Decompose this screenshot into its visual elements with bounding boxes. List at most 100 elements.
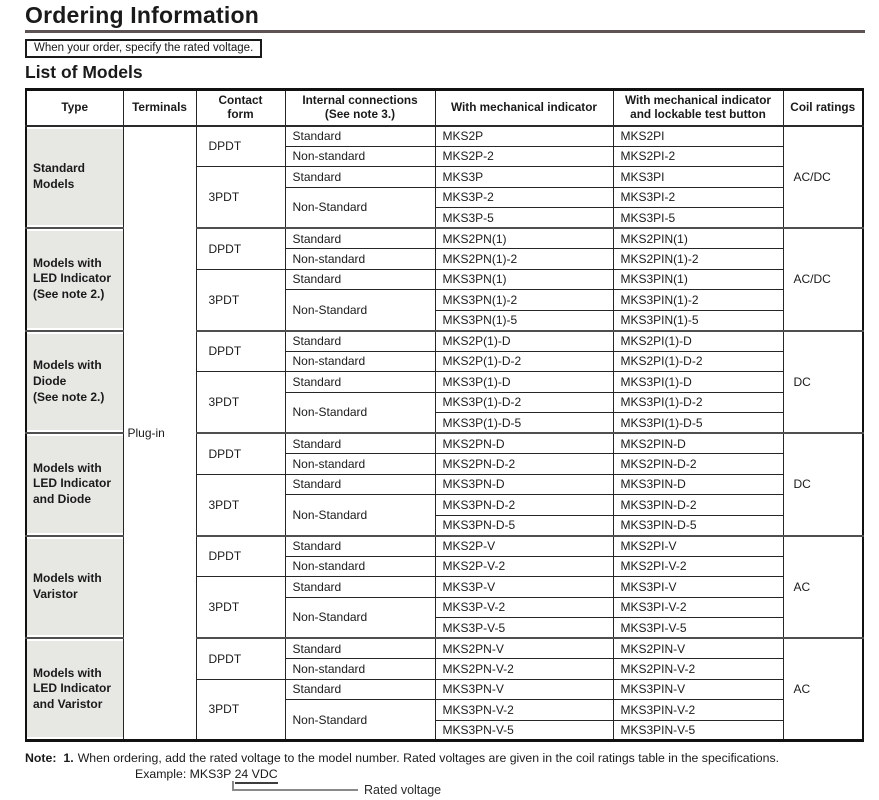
internal-connections-cell: Standard [284,534,436,557]
model-lockable-test-button-cell: MKS2PIN-D-2 [612,453,784,475]
type-cell: Models with LED Indicator and Diode [25,432,124,536]
example-line: Example: MKS3P 24 VDC [135,767,278,784]
model-mechanical-indicator-cell: MKS2P [434,125,614,147]
contact-form-cell: DPDT [195,329,286,372]
contact-form-cell: DPDT [195,227,286,270]
models-table-body: Standard Models Plug-in DPDT Standard MKS2P M… [25,125,864,741]
model-mechanical-indicator-cell: MKS3P(1)-D [434,371,614,393]
table-row: Non-Standard MKS3PN-D-2 MKS3PIN-D-2 [26,494,863,536]
section-title: List of Models [25,62,143,82]
table-row: 3PDT Standard MKS3P(1)-D MKS3PI(1)-D [26,371,863,434]
model-lockable-test-button-cell: MKS3PI-5 [612,207,784,229]
example-voltage: 24 VDC [234,767,278,784]
model-mechanical-indicator-cell: MKS3PN(1)-2 [434,289,614,311]
internal-connections-cell: Standard [284,576,436,598]
contact-form-cell: 3PDT [195,371,286,434]
models-table-header: Type Terminals Contact form Internal con… [25,89,864,127]
header-mechanical-indicator: With mechanical indicator [434,89,614,127]
model-mechanical-indicator-cell: MKS2PN-D [434,432,614,454]
internal-connections-cell: Standard [284,268,436,290]
internal-connections-cell: Non-standard [284,350,436,372]
internal-connections-cell: Standard [284,125,436,147]
model-lockable-test-button-cell: MKS3PI-V-5 [612,617,784,639]
model-mechanical-indicator-cell: MKS2P(1)-D [434,329,614,352]
table-row: Models with LED Indicator and Diode DPDT S… [25,432,864,536]
model-mechanical-indicator-cell: MKS3PN-D [434,473,614,495]
note-label: Note: [25,751,57,765]
internal-connections-cell: Non-standard [284,248,436,270]
model-lockable-test-button-cell: MKS2PI(1)-D-2 [612,350,784,372]
table-row: Non-Standard MKS3P-V-2 MKS3PI-V-2 [26,596,863,639]
type-cell: Models with LED Indicator (See note 2.) [25,227,124,331]
model-lockable-test-button-cell: MKS3PIN-V-2 [612,699,784,721]
table-row: MKS3PN-V-5 MKS3PIN-V-5 [26,719,863,741]
header-internal-connections: Internal connections (See note 3.) [284,89,436,127]
model-lockable-test-button-cell: MKS3PIN-D-5 [612,514,784,536]
header-terminals: Terminals [122,89,197,127]
note-number: 1. [63,751,74,765]
model-mechanical-indicator-cell: MKS3PN-V [434,678,614,700]
model-lockable-test-button-cell: MKS3PIN(1) [612,268,784,290]
type-cell: Standard Models [25,125,124,229]
type-cell: Models with Diode (See note 2.) [25,329,124,434]
model-lockable-test-button-cell: MKS2PI-V [612,534,784,557]
internal-connections-cell: Standard [284,227,436,249]
model-mechanical-indicator-cell: MKS3P-V-2 [434,596,614,618]
internal-connections-cell: Non-Standard [284,289,436,331]
model-mechanical-indicator-cell: MKS3PN-V-2 [434,699,614,721]
table-row: MKS3P-V-5 MKS3PI-V-5 [26,617,863,639]
table-row: Non-Standard MKS3P(1)-D-2 MKS3PI(1)-D-2 [26,391,863,434]
table-row: 3PDT Standard MKS3P-V MKS3PI-V [26,576,863,639]
contact-form-cell: 3PDT [195,166,286,229]
table-row: Non-Standard MKS3P-2 MKS3PI-2 [26,186,863,229]
model-lockable-test-button-cell: MKS3PIN-V-5 [612,719,784,741]
contact-form-cell: DPDT [195,637,286,680]
models-table: Type Terminals Contact form Internal con… [25,88,864,742]
model-lockable-test-button-cell: MKS3PIN(1)-2 [612,289,784,311]
example-prefix: Example: MKS3P [135,767,235,781]
model-mechanical-indicator-cell: MKS2PN-V-2 [434,658,614,680]
table-row: Models with LED Indicator (See note 2.) D… [25,227,864,331]
model-mechanical-indicator-cell: MKS2P-V [434,534,614,557]
model-lockable-test-button-cell: MKS3PIN(1)-5 [612,309,784,331]
internal-connections-cell: Non-standard [284,658,436,680]
callout-connector-horizontal [232,789,358,791]
title-rule [25,30,865,33]
table-row: 3PDT Standard MKS3PN-V MKS3PIN-V [26,678,863,741]
internal-connections-cell: Non-Standard [284,596,436,639]
model-mechanical-indicator-cell: MKS3PN-V-5 [434,719,614,741]
header-contact-form: Contact form [195,89,286,127]
coil-ratings-cell: DC [782,329,864,434]
model-lockable-test-button-cell: MKS2PIN-V-2 [612,658,784,680]
internal-connections-cell: Non-Standard [284,186,436,229]
table-row: Non-standard MKS2P(1)-D-2 MKS2PI(1)-D-2 [26,350,863,372]
internal-connections-cell: Non-Standard [284,494,436,536]
table-row: Standard Models Plug-in DPDT Standard MKS2P M… [25,125,864,741]
page-title: Ordering Information [25,2,259,28]
model-mechanical-indicator-cell: MKS3PN(1) [434,268,614,290]
internal-connections-cell: Standard [284,166,436,188]
table-row: MKS3PN-D-5 MKS3PIN-D-5 [26,514,863,536]
internal-connections-cell: Standard [284,678,436,700]
contact-form-cell: 3PDT [195,473,286,536]
internal-connections-cell: Standard [284,329,436,352]
model-mechanical-indicator-cell: MKS2PN(1) [434,227,614,249]
model-mechanical-indicator-cell: MKS3P(1)-D-2 [434,391,614,413]
model-lockable-test-button-cell: MKS3PIN-D [612,473,784,495]
header-type: Type [25,89,124,127]
internal-connections-cell: Standard [284,637,436,659]
model-lockable-test-button-cell: MKS3PIN-D-2 [612,494,784,516]
contact-form-cell: 3PDT [195,576,286,639]
table-row: Non-standard MKS2PN-V-2 MKS2PIN-V-2 [26,658,863,680]
models-table-container: Type Terminals Contact form Internal con… [25,88,864,742]
order-note-box: When your order, specify the rated volta… [25,39,263,58]
table-row: Non-standard MKS2P-V-2 MKS2PI-V-2 [26,555,863,577]
model-lockable-test-button-cell: MKS3PI(1)-D-2 [612,391,784,413]
table-row: MKS3P(1)-D-5 MKS3PI(1)-D-5 [26,412,863,434]
callout-connector-vertical [232,781,234,791]
table-row: Non-Standard MKS3PN-V-2 MKS3PIN-V-2 [26,699,863,741]
internal-connections-cell: Standard [284,432,436,454]
header-coil-ratings: Coil ratings [782,89,864,127]
coil-ratings-cell: AC/DC [782,125,864,229]
table-row: MKS3P-5 MKS3PI-5 [26,207,863,229]
